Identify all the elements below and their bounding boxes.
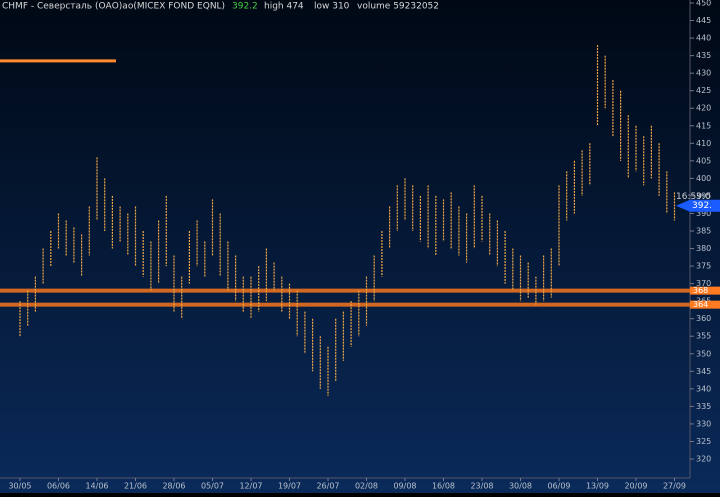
stat: high 474 xyxy=(264,2,304,12)
x-tick-label: 19/07 xyxy=(278,482,301,491)
x-tick-label: 16/08 xyxy=(432,482,455,491)
price-marker xyxy=(676,199,720,212)
y-tick-label: 445 xyxy=(696,16,711,25)
profile-peak xyxy=(0,59,116,63)
x-tick-label: 14/06 xyxy=(85,482,108,491)
last-price: 392.2 xyxy=(232,2,258,12)
y-tick-label: 330 xyxy=(696,419,711,428)
y-tick-label: 385 xyxy=(696,227,711,236)
y-tick-label: 450 xyxy=(696,0,711,8)
x-tick-label: 26/07 xyxy=(316,482,339,491)
level-label: 364 xyxy=(693,300,708,309)
y-tick-label: 440 xyxy=(696,34,711,43)
y-tick-label: 320 xyxy=(696,455,711,464)
x-tick-label: 27/09 xyxy=(663,482,686,491)
x-tick-label: 12/07 xyxy=(239,482,262,491)
x-tick-label: 23/08 xyxy=(470,482,493,491)
x-tick-label: 30/05 xyxy=(8,482,31,491)
stat: low 310 xyxy=(314,2,350,12)
y-tick-label: 345 xyxy=(696,367,711,376)
y-tick-label: 380 xyxy=(696,244,711,253)
y-tick-label: 350 xyxy=(696,349,711,358)
price-marker-label: 392. xyxy=(692,201,712,211)
level-line xyxy=(0,302,690,307)
x-tick-label: 06/09 xyxy=(547,482,570,491)
y-tick-label: 410 xyxy=(696,139,711,148)
level-tag xyxy=(690,300,720,309)
x-tick-label: 09/08 xyxy=(393,482,416,491)
y-tick-label: 395 xyxy=(696,191,711,200)
y-tick-label: 430 xyxy=(696,69,711,78)
y-tick-label: 425 xyxy=(696,86,711,95)
x-tick-label: 21/06 xyxy=(124,482,147,491)
y-tick-label: 400 xyxy=(696,174,711,183)
x-tick-label: 20/09 xyxy=(624,482,647,491)
x-tick-label: 30/08 xyxy=(509,482,532,491)
y-tick-label: 360 xyxy=(696,314,711,323)
x-tick-label: 13/09 xyxy=(586,482,609,491)
level-line xyxy=(0,288,690,293)
y-tick-label: 370 xyxy=(696,279,711,288)
y-tick-label: 420 xyxy=(696,104,711,113)
y-tick-label: 405 xyxy=(696,156,711,165)
level-label: 368 xyxy=(693,286,708,295)
y-tick-label: 335 xyxy=(696,402,711,411)
y-tick-label: 325 xyxy=(696,437,711,446)
x-tick-label: 05/07 xyxy=(201,482,224,491)
y-tick-label: 415 xyxy=(696,121,711,130)
x-tick-label: 02/08 xyxy=(355,482,378,491)
y-tick-label: 435 xyxy=(696,51,711,60)
x-tick-label: 28/06 xyxy=(162,482,185,491)
y-tick-label: 340 xyxy=(696,384,711,393)
y-tick-label: 390 xyxy=(696,209,711,218)
level-tag xyxy=(690,286,720,295)
y-tick-label: 375 xyxy=(696,262,711,271)
y-tick-label: 355 xyxy=(696,332,711,341)
time-label: 16:59:0 xyxy=(676,192,711,202)
stat: volume 59232052 xyxy=(357,2,439,12)
chart-title: CHMF - Северсталь (ОАО)ао(MICEX FOND EQN… xyxy=(2,2,225,12)
x-tick-label: 06/06 xyxy=(47,482,70,491)
